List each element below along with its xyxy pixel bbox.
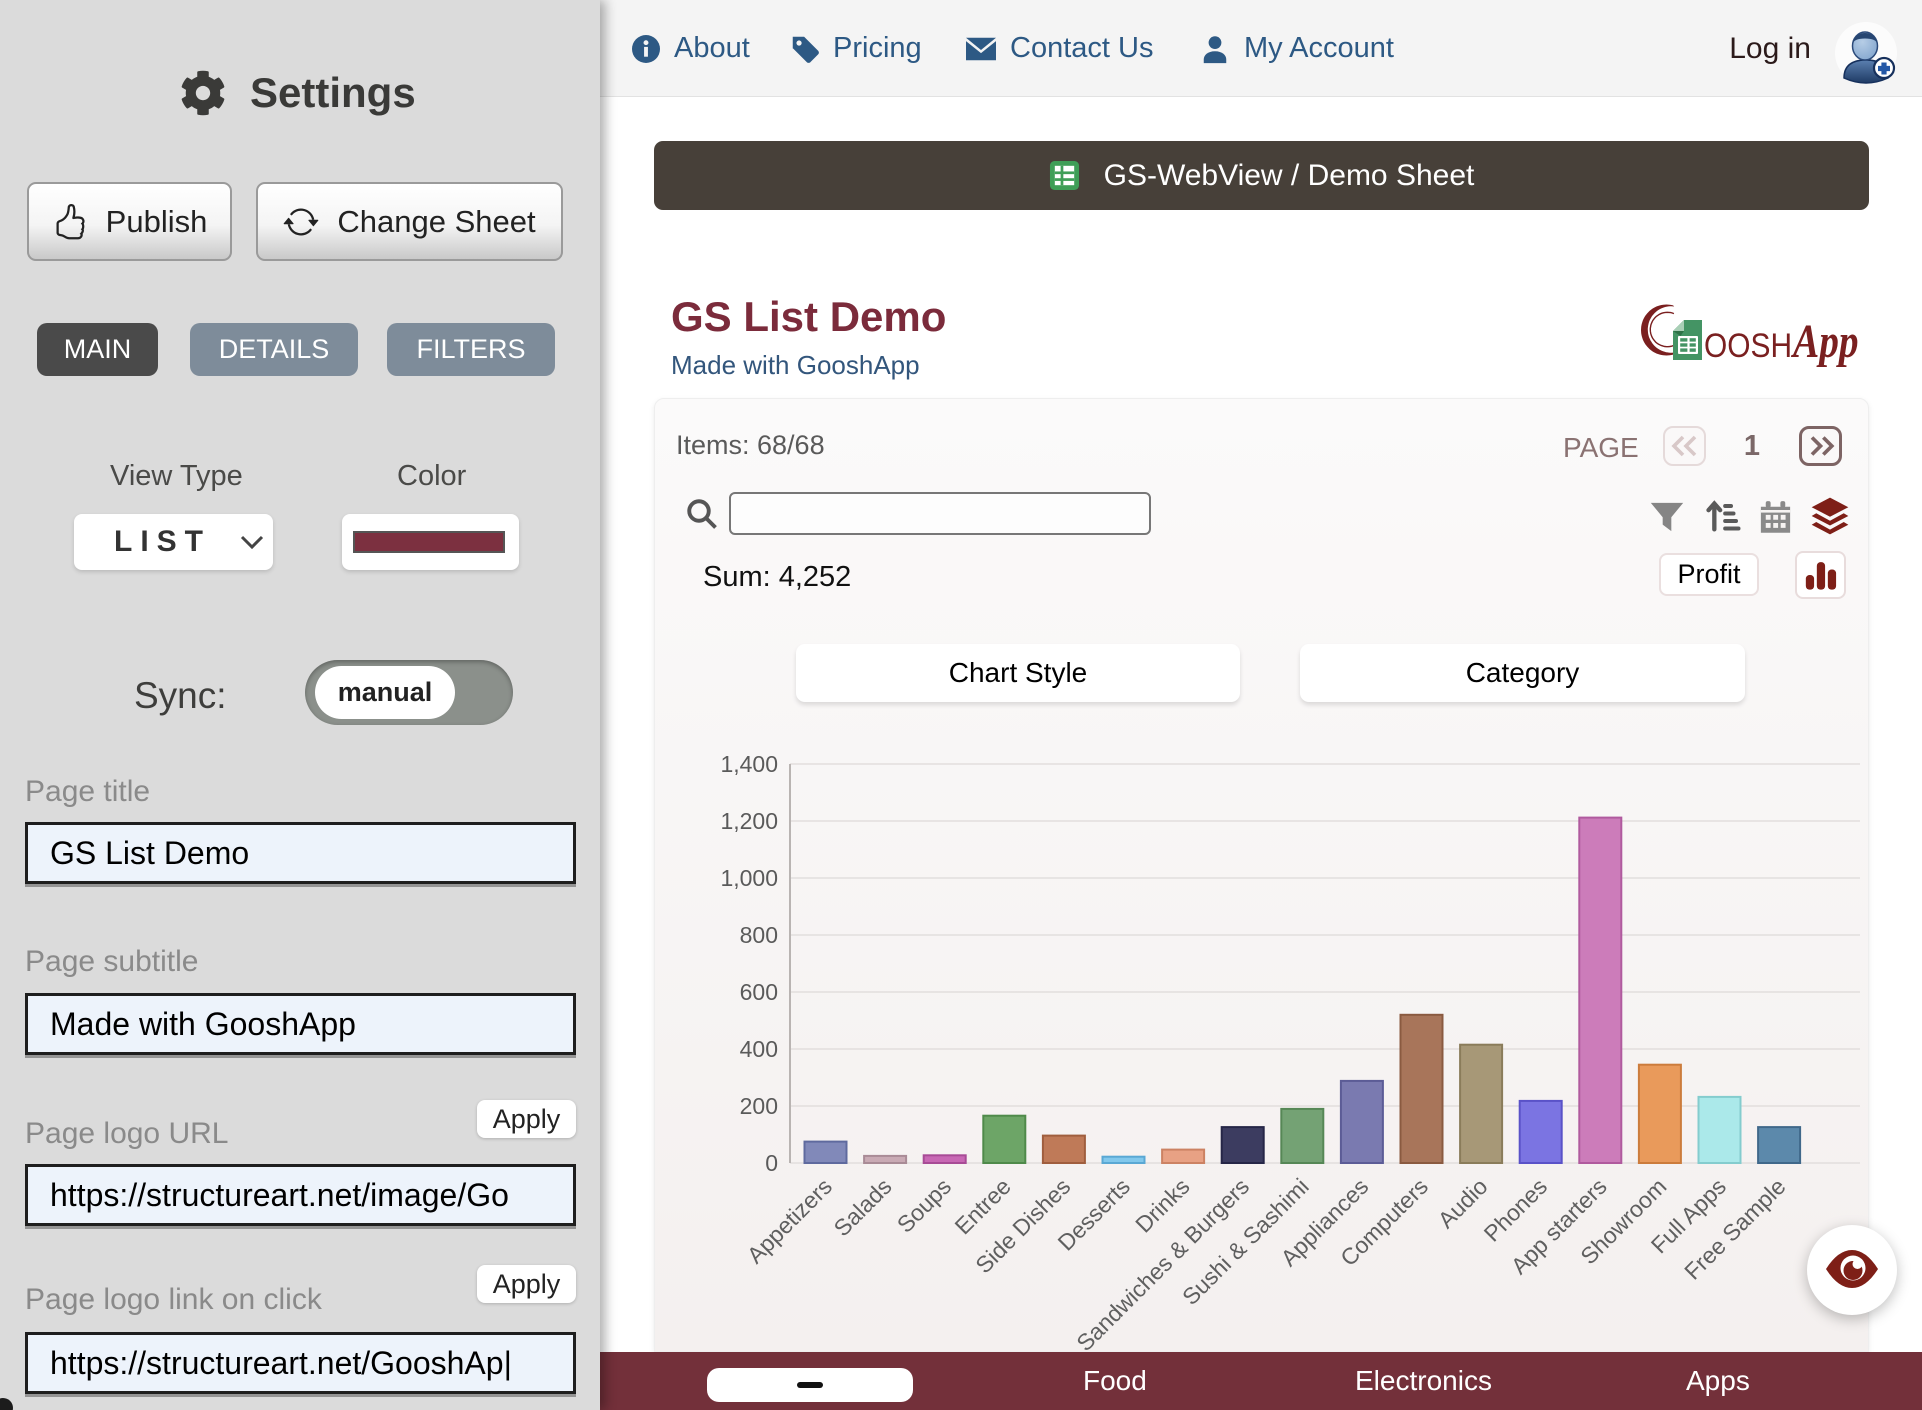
svg-text:400: 400 xyxy=(740,1036,778,1062)
svg-text:200: 200 xyxy=(740,1093,778,1119)
svg-text:Appetizers: Appetizers xyxy=(742,1173,837,1268)
svg-text:1,000: 1,000 xyxy=(720,865,778,891)
svg-text:1,200: 1,200 xyxy=(720,808,778,834)
svg-text:App: App xyxy=(1790,315,1858,367)
svg-text:OOSH: OOSH xyxy=(1704,326,1792,364)
svg-text:Soups: Soups xyxy=(892,1173,957,1238)
svg-text:600: 600 xyxy=(740,979,778,1005)
svg-text:0: 0 xyxy=(765,1150,778,1176)
svg-text:Salads: Salads xyxy=(829,1173,897,1241)
svg-text:1,400: 1,400 xyxy=(720,751,778,777)
svg-text:800: 800 xyxy=(740,922,778,948)
